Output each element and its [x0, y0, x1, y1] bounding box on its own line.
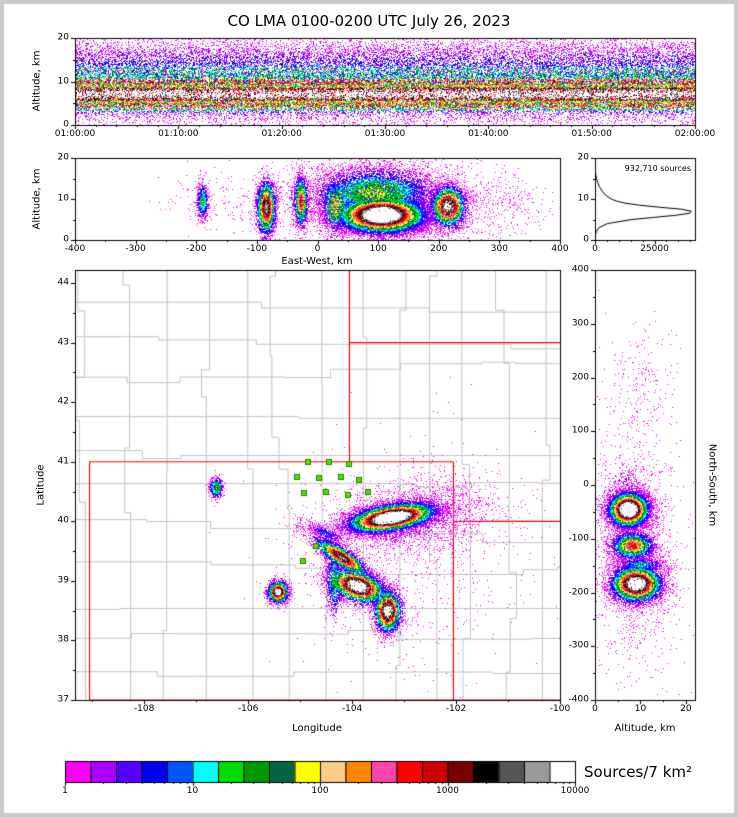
x-tick-label: -100 [549, 704, 571, 714]
y-tick-label: 41 [57, 456, 69, 467]
north-south-ylabel: North-South, km [706, 443, 718, 527]
y-tick-label: 10 [57, 193, 69, 204]
colorbar-tick-label: 10 [186, 786, 199, 796]
x-tick-label: 0 [314, 244, 321, 254]
colorbar-label: Sources/7 km² [584, 763, 693, 781]
x-tick-label: 01:10:00 [158, 129, 199, 139]
x-tick-label: 300 [490, 244, 508, 254]
x-tick-label: 20 [680, 704, 692, 714]
east-west-ylabel: Altitude, km [31, 168, 43, 230]
x-tick-label: 02:00:00 [674, 129, 716, 139]
y-tick-label: 37 [57, 694, 69, 705]
y-tick-label: 200 [571, 372, 589, 382]
east-west-xlabel: East-West, km [281, 256, 353, 267]
x-tick-label: 200 [430, 244, 448, 254]
north-south-xlabel: Altitude, km [614, 723, 676, 734]
x-tick-label: 01:20:00 [261, 129, 302, 139]
y-tick-label: 20 [57, 32, 69, 43]
y-tick-label: 0 [583, 479, 589, 490]
x-tick-label: -400 [64, 244, 86, 254]
x-tick-label: -200 [186, 244, 207, 254]
colorbar-tick-label: 100 [311, 786, 329, 796]
x-tick-label: 01:50:00 [571, 129, 612, 139]
y-tick-label: 0 [63, 119, 69, 130]
y-tick-label: 100 [571, 425, 589, 436]
colorbar-tick-label: 1000 [436, 786, 459, 796]
y-tick-label: -300 [568, 640, 589, 651]
y-tick-label: 40 [57, 515, 69, 526]
x-tick-label: 01:00:00 [54, 129, 96, 139]
x-tick-label: -300 [125, 244, 146, 254]
x-tick-label: -100 [246, 244, 268, 254]
x-tick-label: -108 [133, 704, 155, 714]
time-height-ylabel: Altitude, km [31, 50, 43, 112]
y-tick-label: 400 [571, 264, 589, 275]
map-xlabel: Longitude [292, 723, 342, 734]
source-count-annotation: 932,710 sources [624, 164, 691, 173]
y-tick-label: -100 [568, 533, 589, 544]
y-tick-label: 300 [571, 318, 589, 329]
x-tick-label: 01:30:00 [364, 129, 406, 139]
y-tick-label: 44 [57, 277, 69, 288]
y-tick-label: -400 [568, 694, 589, 705]
y-tick-label: 43 [57, 337, 69, 348]
y-tick-label: 20 [577, 152, 589, 163]
x-tick-label: 0 [592, 244, 598, 254]
y-tick-label: 0 [583, 234, 589, 245]
y-tick-label: 38 [57, 634, 69, 645]
x-tick-label: 100 [369, 244, 387, 254]
x-tick-label: -104 [341, 704, 363, 714]
x-tick-label: 01:40:00 [468, 129, 509, 139]
colorbar-tick-label: 10000 [560, 786, 590, 796]
x-tick-label: 0 [592, 704, 598, 714]
y-tick-label: 39 [57, 575, 69, 586]
map-ylabel: Latitude [35, 464, 47, 506]
y-tick-label: 20 [57, 152, 69, 163]
x-tick-label: 400 [551, 244, 569, 254]
y-tick-label: -200 [568, 587, 589, 597]
y-tick-label: 10 [57, 76, 69, 86]
x-tick-label: -102 [445, 704, 467, 714]
x-tick-label: 10 [634, 704, 647, 714]
y-tick-label: 42 [57, 396, 69, 407]
y-tick-label: 0 [63, 234, 69, 245]
figure-title: CO LMA 0100-0200 UTC July 26, 2023 [227, 12, 511, 30]
y-tick-label: 10 [577, 193, 589, 204]
x-tick-label: 25000 [640, 244, 669, 254]
colorbar-tick-label: 1 [62, 786, 68, 796]
x-tick-label: -106 [237, 704, 259, 714]
